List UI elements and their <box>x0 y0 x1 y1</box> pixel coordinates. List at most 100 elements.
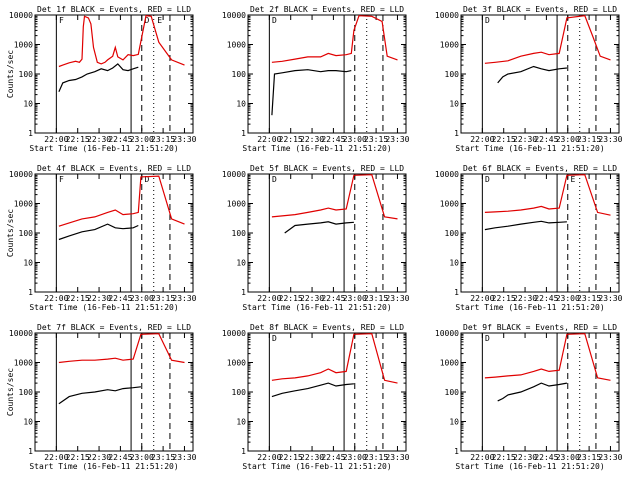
series-lld-line <box>484 333 611 381</box>
y-tick-label: 1 <box>28 447 33 456</box>
y-tick-label: 100 <box>19 388 34 397</box>
x-axis-label: Start Time (16-Feb-11 21:51:20) <box>29 144 178 153</box>
x-tick-label: 22:15 <box>492 135 516 144</box>
panel-det-6: Det 6f BLACK = Events, RED = LLD 1 10 100 10… <box>435 164 623 312</box>
panel-det-4: Det 4f BLACK = Events, RED = LLD 1 10 100 10… <box>6 164 197 312</box>
series-lld-line <box>271 15 398 63</box>
y-axis-label: Counts/sec <box>6 368 15 416</box>
event-marker-label: F <box>59 16 64 25</box>
plot-frame <box>34 332 194 452</box>
series-lld-line <box>271 174 398 220</box>
x-tick-label: 23:30 <box>598 135 622 144</box>
y-tick-label: 10 <box>449 418 459 427</box>
y-tick-label: 10 <box>23 418 33 427</box>
y-tick-label: 10000 <box>435 11 459 20</box>
panel-title: Det 4f BLACK = Events, RED = LLD <box>37 164 191 173</box>
x-tick-label: 22:15 <box>492 294 516 303</box>
plot-frame <box>247 332 407 452</box>
x-tick-label: 23:00 <box>556 135 580 144</box>
x-tick-label: 23:15 <box>151 135 175 144</box>
x-tick-label: 22:00 <box>44 453 68 462</box>
x-tick-label: 22:30 <box>513 294 537 303</box>
event-marker-label: D <box>144 175 149 184</box>
x-tick-label: 22:45 <box>321 453 345 462</box>
x-tick-label: 23:30 <box>598 453 622 462</box>
x-tick-label: 22:30 <box>87 453 111 462</box>
x-tick-label: 23:30 <box>172 453 196 462</box>
x-tick-label: 22:45 <box>321 294 345 303</box>
y-tick-label: 10 <box>449 259 459 268</box>
x-tick-label: 23:00 <box>130 294 154 303</box>
event-marker-label: D <box>485 334 490 343</box>
x-tick-label: 23:00 <box>343 294 367 303</box>
y-tick-label: 10 <box>236 259 246 268</box>
x-tick-label: 22:30 <box>300 135 324 144</box>
y-tick-label: 1 <box>241 129 246 138</box>
y-tick-label: 1000 <box>14 359 33 368</box>
y-tick-label: 10 <box>236 418 246 427</box>
y-tick-label: 1000 <box>227 41 246 50</box>
panel-det-2: Det 2f BLACK = Events, RED = LLD 1 10 100 10… <box>222 5 410 153</box>
series-events-line <box>271 69 352 116</box>
y-tick-label: 1000 <box>227 359 246 368</box>
x-tick-label: 23:30 <box>172 294 196 303</box>
panel-det-1: Det 1f BLACK = Events, RED = LLD 1 10 100 10… <box>6 5 197 153</box>
x-tick-label: 23:15 <box>151 294 175 303</box>
x-tick-label: 22:45 <box>108 135 132 144</box>
x-tick-label: 22:15 <box>279 453 303 462</box>
event-marker-label: E <box>570 175 575 184</box>
x-tick-label: 23:15 <box>577 453 601 462</box>
panel-title: Det 2f BLACK = Events, RED = LLD <box>250 5 404 14</box>
x-tick-label: 23:30 <box>385 135 409 144</box>
x-tick-label: 22:15 <box>492 453 516 462</box>
y-tick-label: 1000 <box>440 41 459 50</box>
y-tick-label: 10000 <box>435 329 459 338</box>
x-tick-label: 22:00 <box>257 453 281 462</box>
x-axis-label: Start Time (16-Feb-11 21:51:20) <box>455 144 604 153</box>
x-tick-label: 22:15 <box>66 453 90 462</box>
x-tick-label: 23:00 <box>130 453 154 462</box>
series-events-line <box>58 386 141 405</box>
y-tick-label: 100 <box>19 229 34 238</box>
panel-title: Det 5f BLACK = Events, RED = LLD <box>250 164 404 173</box>
event-marker-label: D <box>144 16 149 25</box>
x-tick-label: 22:15 <box>279 135 303 144</box>
y-tick-label: 10000 <box>435 170 459 179</box>
event-marker-label: D <box>485 175 490 184</box>
plot-frame <box>247 14 407 134</box>
x-axis-label: Start Time (16-Feb-11 21:51:20) <box>455 462 604 471</box>
x-tick-label: 22:30 <box>513 453 537 462</box>
panel-det-9: Det 9f BLACK = Events, RED = LLD 1 10 100 10… <box>435 323 623 471</box>
series-events-line <box>284 221 354 234</box>
y-tick-label: 100 <box>232 70 247 79</box>
event-marker-label: D <box>272 175 277 184</box>
x-tick-label: 23:00 <box>343 453 367 462</box>
x-tick-label: 22:15 <box>279 294 303 303</box>
x-tick-label: 23:30 <box>172 135 196 144</box>
x-axis-label: Start Time (16-Feb-11 21:51:20) <box>242 303 391 312</box>
y-tick-label: 1000 <box>14 41 33 50</box>
panel-det-5: Det 5f BLACK = Events, RED = LLD 1 10 100 10… <box>222 164 410 312</box>
plot-frame <box>460 14 620 134</box>
x-tick-label: 23:15 <box>364 294 388 303</box>
x-tick-label: 22:00 <box>44 294 68 303</box>
y-tick-label: 10000 <box>222 170 246 179</box>
series-lld-line <box>271 333 398 384</box>
x-tick-label: 23:15 <box>577 294 601 303</box>
y-tick-label: 1 <box>454 129 459 138</box>
y-tick-label: 1000 <box>227 200 246 209</box>
x-tick-label: 23:30 <box>385 453 409 462</box>
x-tick-label: 23:15 <box>577 135 601 144</box>
plot-frame <box>34 173 194 293</box>
y-tick-label: 10000 <box>9 329 33 338</box>
y-tick-label: 1 <box>241 447 246 456</box>
x-axis-label: Start Time (16-Feb-11 21:51:20) <box>242 462 391 471</box>
y-tick-label: 10000 <box>222 11 246 20</box>
x-tick-label: 23:00 <box>130 135 154 144</box>
event-marker-label: F <box>59 175 64 184</box>
x-tick-label: 22:30 <box>87 294 111 303</box>
y-tick-label: 1 <box>454 447 459 456</box>
plot-frame <box>34 14 194 134</box>
x-tick-label: 22:00 <box>257 135 281 144</box>
